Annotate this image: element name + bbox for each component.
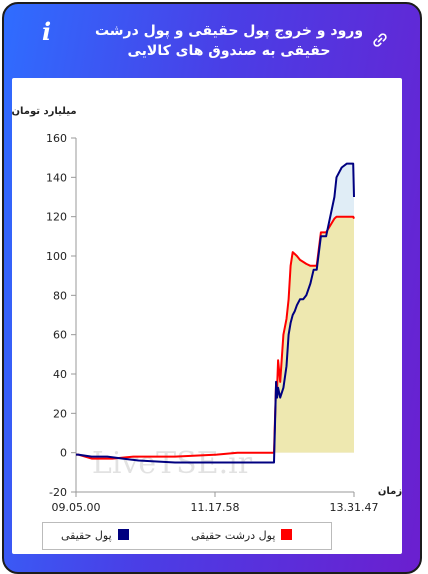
y-tick-label: 100 [46,250,67,263]
y-tick-label: 40 [53,368,67,381]
y-tick-label: 120 [46,211,67,224]
y-tick-label: 60 [53,329,67,342]
chart-legend: پول حقیقی پول درشت حقیقی [42,522,332,550]
y-tick-label: -20 [49,486,67,499]
chart-panel: LiveTSE.ir -20 0 20 40 60 80 100 120 140 160 09.0… [12,78,402,554]
x-ticks: 09.05.00 11.17.58 13.31.47 [52,492,379,514]
y-tick-label: 140 [46,171,67,184]
y-ticks: -20 0 20 40 60 80 100 120 140 160 [46,132,76,499]
legend-label-big-real: پول درشت حقیقی [191,529,276,542]
legend-label-real: پول حقیقی [61,529,112,542]
y-axis-label: میلیارد تومان [12,106,77,117]
chart-title: ورود و خروج پول حقیقی و پول درشت حقیقی ب… [94,23,364,59]
chart-card: i ورود و خروج پول حقیقی و پول درشت حقیقی… [2,2,422,574]
y-tick-label: 160 [46,132,67,145]
x-tick-label: 11.17.58 [191,501,240,514]
card-header: i ورود و خروج پول حقیقی و پول درشت حقیقی… [4,4,420,78]
y-tick-label: 20 [53,407,67,420]
series-line-real [76,162,355,464]
legend-item-real[interactable]: پول حقیقی [61,529,129,542]
x-tick-label: 13.31.47 [330,501,379,514]
legend-swatch-big-real [281,529,293,540]
legend-item-big-real[interactable]: پول درشت حقیقی [191,529,293,542]
y-tick-label: 80 [53,289,67,302]
legend-swatch-real [117,529,129,540]
series-layer [76,162,355,464]
info-icon[interactable]: i [42,17,52,46]
x-axis-label: زمان [378,486,402,497]
x-tick-label: 09.05.00 [52,501,101,514]
fill-layer [76,163,354,453]
y-tick-label: 0 [60,447,67,460]
link-icon[interactable] [372,32,388,48]
area-big-real [76,216,354,453]
